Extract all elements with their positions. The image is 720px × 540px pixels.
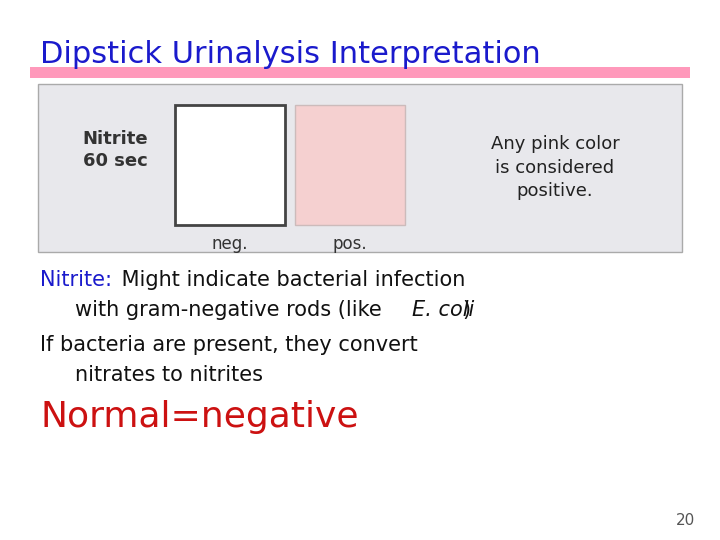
Bar [30,67,690,78]
Text: with gram-negative rods (like: with gram-negative rods (like [75,300,388,320]
Text: nitrates to nitrites: nitrates to nitrites [75,365,263,385]
Text: Normal=negative: Normal=negative [40,400,359,434]
Text: Might indicate bacterial infection: Might indicate bacterial infection [115,270,465,290]
Text: ): ) [462,300,470,320]
Text: Dipstick Urinalysis Interpretation: Dipstick Urinalysis Interpretation [40,40,541,69]
Bar [295,105,405,225]
Text: Any pink color
is considered
positive.: Any pink color is considered positive. [490,135,619,200]
Text: If bacteria are present, they convert: If bacteria are present, they convert [40,335,418,355]
Bar [38,84,682,252]
Text: E. coli: E. coli [412,300,474,320]
Text: 20: 20 [676,513,695,528]
Bar [175,105,285,225]
Text: neg.: neg. [212,235,248,253]
Text: Nitrite:: Nitrite: [40,270,112,290]
Text: Nitrite
60 sec: Nitrite 60 sec [82,130,148,170]
Text: pos.: pos. [333,235,367,253]
